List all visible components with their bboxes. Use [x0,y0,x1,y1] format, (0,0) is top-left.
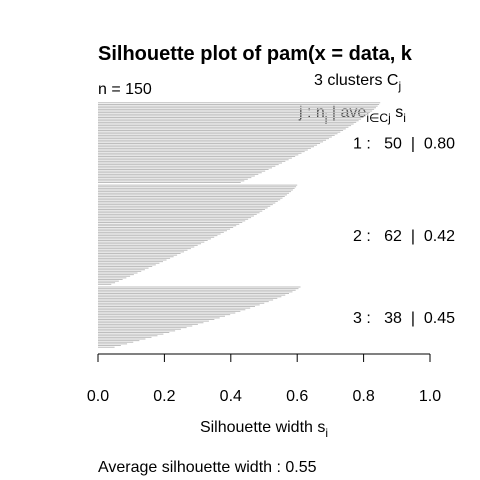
x-tick-label: 0.8 [352,388,374,405]
clusters-header-text: 3 clusters C [314,72,398,89]
x-tick-label: 0.6 [286,388,308,405]
x-axis-label: Silhouette width si [200,419,328,440]
chart-title: Silhouette plot of pam(x = data, k [98,43,413,65]
x-tick-label: 0.2 [153,388,175,405]
x-tick-label: 0.4 [220,388,242,405]
cluster-label: 3 : 38 | 0.45 [353,310,455,327]
x-tick-label: 0.0 [87,388,109,405]
silhouette-bars [98,102,381,348]
x-axis-label-sub: i [325,426,328,440]
cluster-label: 1 : 50 | 0.80 [353,136,455,153]
x-axis-label-text: Silhouette width s [200,419,325,436]
n-label: n = 150 [98,81,152,98]
x-tick-label: 1.0 [419,388,441,405]
legend-s: s [391,104,403,121]
cluster-labels: 1 : 50 | 0.80 2 : 62 | 0.42 3 : 38 | 0.45 [353,136,455,327]
clusters-header: 3 clusters Cj [314,72,401,93]
clusters-header-sub: j [397,79,401,93]
cluster-label: 2 : 62 | 0.42 [353,228,455,245]
average-silhouette-footer: Average silhouette width : 0.55 [98,459,317,476]
legend-s-sub: i [403,111,406,125]
legend-ave-sub: i∈Cj [366,111,390,125]
x-axis-ticks: 0.0 0.2 0.4 0.6 0.8 1.0 [87,354,441,405]
legend-n-sub: j [324,111,328,125]
